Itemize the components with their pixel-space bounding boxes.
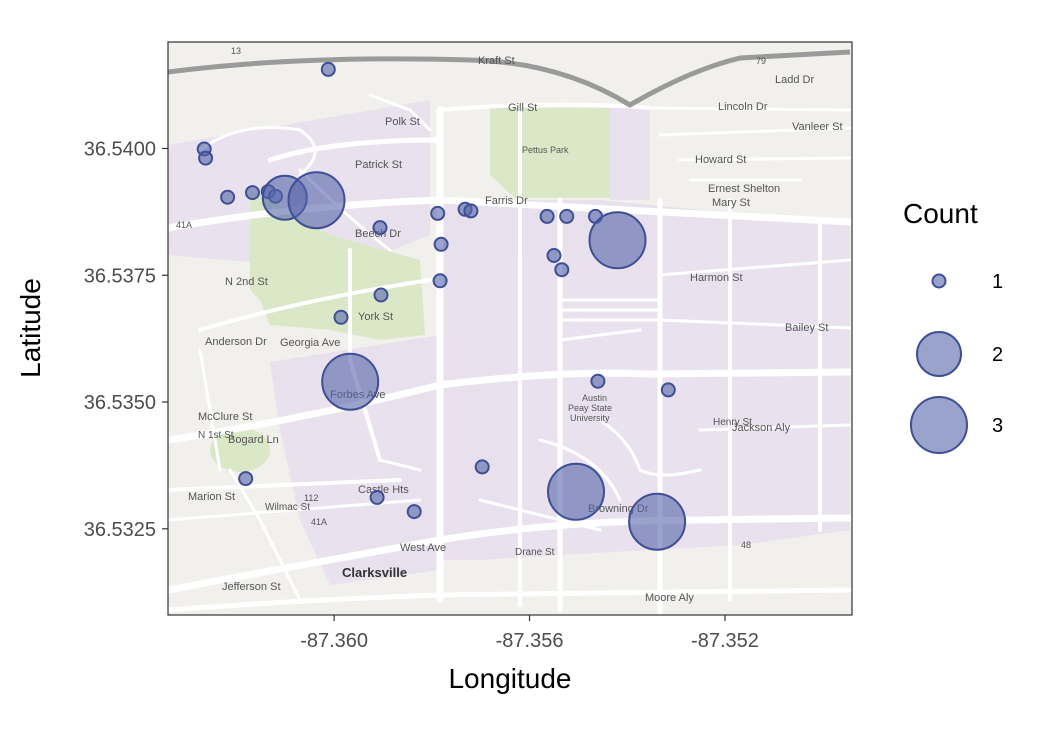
data-point-28 (369, 489, 385, 505)
map-label-apsu2: Peay State (568, 403, 612, 413)
map-label-n2nd: N 2nd St (225, 276, 268, 288)
data-point-24 (588, 211, 647, 270)
map-label-apsu1: Austin (582, 393, 607, 403)
basemap: Kraft St Gill St Ladd Dr Lincoln Dr Vanl… (168, 42, 852, 615)
map-label-ladd: Ladd Dr (775, 74, 814, 86)
map-label-howard: Howard St (695, 154, 746, 166)
legend-label-1: 1 (992, 271, 1003, 293)
data-point-32 (628, 492, 687, 551)
legend-key-3 (910, 396, 968, 454)
data-point-31 (547, 462, 605, 521)
data-point-25 (590, 373, 606, 389)
data-point-11 (430, 205, 446, 221)
map-label-r13: 13 (231, 46, 241, 56)
data-point-20 (559, 208, 575, 224)
map-label-r48: 48 (741, 540, 751, 550)
map-label-castle: Castle Hts (358, 484, 409, 496)
data-point-9 (287, 171, 346, 230)
data-point-10 (372, 220, 388, 236)
map-label-west: West Ave (400, 542, 446, 554)
y-tick-label-2: 36.5350 (84, 392, 156, 414)
data-point-18 (321, 352, 380, 411)
data-point-26 (660, 382, 676, 398)
map-label-gill: Gill St (508, 102, 537, 114)
x-tick-label-1: -87.360 (300, 630, 368, 652)
map-label-jackson: Jackson Aly (732, 422, 791, 434)
map-label-apsu3: University (570, 413, 610, 423)
map-label-mcclure: McClure St (198, 411, 252, 423)
map-label-lincoln: Lincoln Dr (718, 101, 768, 113)
map-label-mary: Mary St (712, 197, 750, 209)
map-label-r41a-2: 41A (311, 517, 327, 527)
points-layer (196, 61, 687, 551)
map-label-marion: Marion St (188, 491, 235, 503)
data-point-29 (406, 504, 422, 520)
map-label-clarksville: Clarksville (342, 565, 407, 580)
y-tick-label-3: 36.5375 (84, 265, 156, 287)
highway (168, 49, 851, 108)
legend-title: Count (903, 198, 978, 229)
map-label-vanleer: Vanleer St (792, 121, 843, 133)
map-label-pettus: Pettus Park (522, 145, 569, 155)
map-label-henry: Henry St (713, 417, 752, 428)
data-point-14 (433, 236, 449, 252)
data-point-16 (333, 309, 349, 325)
data-point-3 (198, 150, 214, 166)
y-axis-title: Latitude (15, 278, 46, 378)
data-point-1 (320, 61, 336, 77)
map-label-n1st: N 1st St (198, 430, 234, 441)
map-label-georgia: Georgia Ave (280, 337, 340, 349)
map-label-kraft: Kraft St (478, 55, 515, 67)
map-label-polk: Polk St (385, 116, 420, 128)
map-label-drane: Drane St (515, 547, 555, 558)
legend-label-3: 3 (992, 415, 1003, 437)
legend-keys: 1 2 3 (910, 271, 1003, 454)
map-label-r79: 79 (756, 56, 766, 66)
legend-label-2: 2 (992, 344, 1003, 366)
data-point-4 (220, 189, 236, 205)
map-label-bogard: Bogard Ln (228, 434, 279, 446)
x-axis-title: Longitude (448, 663, 571, 694)
legend-key-2 (916, 331, 962, 377)
map-label-farris: Farris Dr (485, 195, 528, 207)
map-label-wilmac: Wilmac St (265, 502, 310, 513)
data-point-23 (554, 262, 570, 278)
data-point-30 (474, 459, 490, 475)
x-tick-label-2: -87.356 (496, 630, 564, 652)
y-tick-label-1: 36.5325 (84, 519, 156, 541)
map-label-jefferson: Jefferson St (222, 581, 281, 593)
data-point-19 (539, 208, 555, 224)
map-label-anderson: Anderson Dr (205, 336, 267, 348)
data-point-13 (463, 203, 479, 219)
data-point-27 (238, 471, 254, 487)
data-point-15 (432, 273, 448, 289)
panel-border (167, 41, 853, 616)
x-tick-label-3: -87.352 (691, 630, 759, 652)
axes-layer: -87.360 -87.356 -87.352 36.5325 36.5350 36.53… (84, 138, 759, 652)
legend: Count 1 2 3 (903, 198, 1003, 454)
map-label-harmon: Harmon St (690, 272, 743, 284)
data-point-22 (546, 248, 562, 263)
data-point-17 (373, 287, 389, 303)
data-point-5 (245, 185, 260, 201)
y-tick-label-4: 36.5400 (84, 138, 156, 160)
map-label-york: York St (358, 311, 393, 323)
map-label-r112: 112 (304, 493, 318, 503)
legend-key-1 (931, 273, 947, 289)
map-label-moore: Moore Aly (645, 592, 694, 604)
map-label-patrick: Patrick St (355, 159, 402, 171)
map-label-bailey: Bailey St (785, 322, 828, 334)
map-label-r41a: 41A (176, 220, 192, 230)
map-label-ernest: Ernest Shelton (708, 183, 780, 195)
